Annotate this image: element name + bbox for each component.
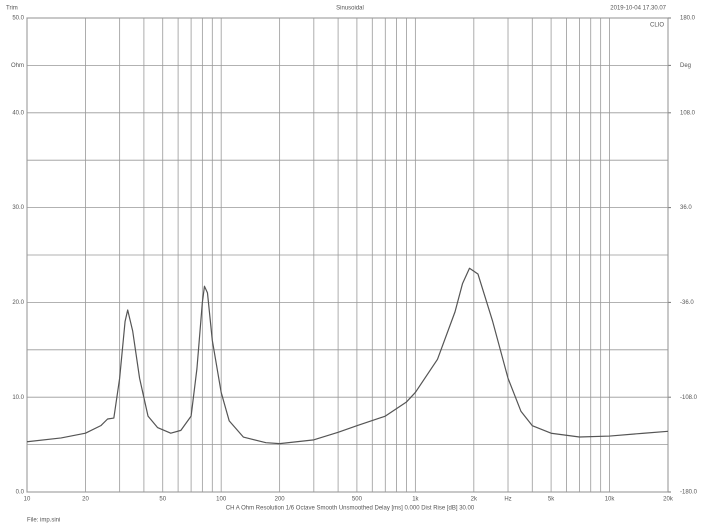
x-tick-label: 5k: [548, 497, 555, 503]
y2-tick-label: 108.0: [680, 110, 696, 116]
header-left: Trim: [6, 6, 18, 12]
y2-tick-label: -36.0: [680, 300, 694, 306]
x-tick-label: 20: [82, 497, 89, 503]
y2-tick-label: Deg: [680, 63, 691, 69]
x-tick-label: 20k: [663, 497, 674, 503]
footer: CH A Ohm Resolution 1/6 Octave Smooth Un…: [226, 506, 475, 512]
y2-tick-label: -108.0: [680, 395, 698, 401]
x-tick-label: 50: [159, 497, 166, 503]
y2-tick-label: 36.0: [680, 205, 692, 211]
x-tick-label: 1k: [412, 497, 419, 503]
y2-tick-label: -180.0: [680, 490, 698, 496]
timestamp: 2019-10-04 17.30.07: [610, 6, 666, 12]
y-tick-label: Ohm: [11, 63, 24, 69]
y2-tick-label: 180.0: [680, 16, 696, 22]
x-tick-label: 200: [275, 497, 286, 503]
y-tick-label: 0.0: [16, 490, 25, 496]
impedance-curve: [26, 267, 669, 445]
y-tick-label: 50.0: [12, 16, 24, 22]
brand: CLIO: [650, 23, 664, 29]
x-tick-label: 10k: [605, 497, 616, 503]
x-tick-label: 100: [216, 497, 227, 503]
y-tick-label: 10.0: [12, 395, 24, 401]
y-tick-label: 40.0: [12, 110, 24, 116]
x-tick-label: 10: [24, 497, 31, 503]
x-tick-label: 500: [352, 497, 363, 503]
y-tick-label: 30.0: [12, 205, 24, 211]
y-tick-label: 20.0: [12, 300, 24, 306]
x-tick-label: 2k: [471, 497, 478, 503]
file-label: File: imp.sini: [27, 518, 60, 524]
x-tick-label: Hz: [504, 497, 511, 503]
chart-title: Sinusoidal: [336, 6, 364, 12]
